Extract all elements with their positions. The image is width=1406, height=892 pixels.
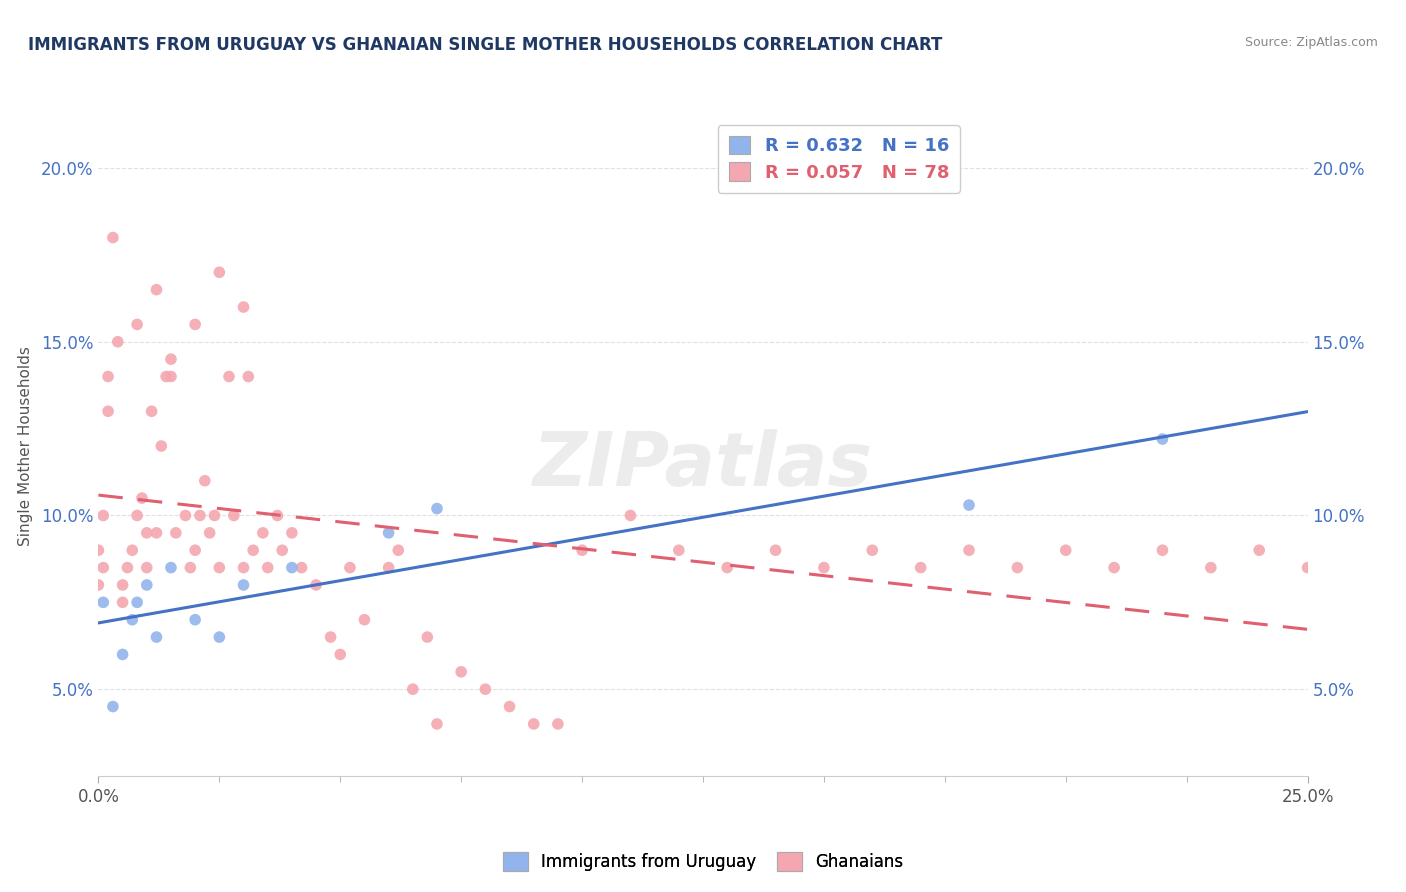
Point [523,717,546,731]
Point [266,508,288,523]
Point [145,525,167,540]
Point [353,613,375,627]
Point [155,369,177,384]
Point [1102,560,1125,574]
Point [141,404,163,418]
Point [256,560,278,574]
Point [165,525,187,540]
Point [179,560,201,574]
Point [813,560,835,574]
Point [1152,432,1174,446]
Point [416,630,439,644]
Point [860,543,883,558]
Point [121,543,143,558]
Point [402,682,425,697]
Point [87,543,110,558]
Point [145,630,167,644]
Point [619,508,641,523]
Point [160,369,183,384]
Point [131,491,153,505]
Point [450,665,472,679]
Point [238,369,260,384]
Point [252,525,274,540]
Point [121,613,143,627]
Point [150,439,173,453]
Point [232,578,254,592]
Point [188,508,211,523]
Point [232,300,254,314]
Point [957,498,980,512]
Point [117,560,139,574]
Point [91,508,114,523]
Text: ZIPatlas: ZIPatlas [533,429,873,502]
Point [498,699,520,714]
Point [135,560,157,574]
Point [305,578,328,592]
Text: IMMIGRANTS FROM URUGUAY VS GHANAIAN SINGLE MOTHER HOUSEHOLDS CORRELATION CHART: IMMIGRANTS FROM URUGUAY VS GHANAIAN SING… [28,36,942,54]
Point [91,560,114,574]
Point [290,560,312,574]
Point [145,283,167,297]
Point [208,265,231,279]
Point [208,560,231,574]
Point [377,560,399,574]
Legend: Immigrants from Uruguay, Ghanaians: Immigrants from Uruguay, Ghanaians [495,844,911,880]
Point [101,230,124,244]
Point [281,560,304,574]
Point [957,543,980,558]
Point [571,543,593,558]
Point [1054,543,1077,558]
Point [232,560,254,574]
Point [1007,560,1029,574]
Point [174,508,197,523]
Point [547,717,569,731]
Point [204,508,226,523]
Point [1296,560,1319,574]
Point [1249,543,1271,558]
Point [765,543,787,558]
Point [387,543,409,558]
Point [127,318,149,332]
Point [339,560,361,574]
Point [242,543,264,558]
Point [1199,560,1222,574]
Point [111,578,134,592]
Point [135,525,157,540]
Point [222,508,245,523]
Point [208,630,231,644]
Point [426,717,449,731]
Text: Source: ZipAtlas.com: Source: ZipAtlas.com [1244,36,1378,49]
Point [91,595,114,609]
Y-axis label: Single Mother Households: Single Mother Households [18,346,32,546]
Point [101,699,124,714]
Point [160,352,183,367]
Point [184,613,207,627]
Point [474,682,496,697]
Point [1152,543,1174,558]
Point [111,595,134,609]
Point [271,543,294,558]
Point [184,543,207,558]
Point [107,334,129,349]
Point [194,474,217,488]
Point [160,560,183,574]
Point [97,369,120,384]
Point [716,560,738,574]
Point [329,648,352,662]
Point [135,578,157,592]
Point [218,369,240,384]
Point [668,543,690,558]
Point [319,630,342,644]
Point [184,318,207,332]
Point [87,578,110,592]
Point [377,525,399,540]
Point [97,404,120,418]
Point [111,648,134,662]
Point [426,501,449,516]
Point [198,525,221,540]
Point [910,560,932,574]
Point [127,508,149,523]
Point [127,595,149,609]
Point [281,525,304,540]
